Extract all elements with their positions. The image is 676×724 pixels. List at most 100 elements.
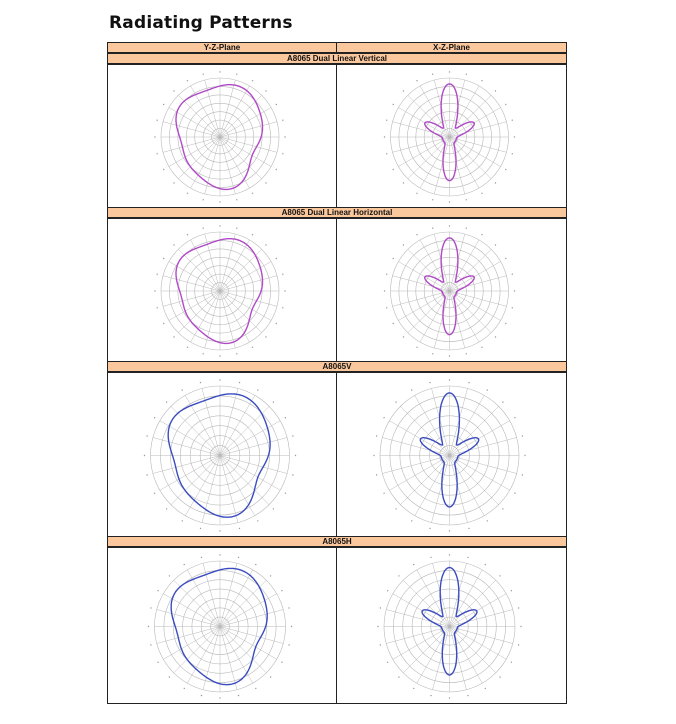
angle-tick xyxy=(282,153,284,155)
yz-plane-plot-a8065h xyxy=(107,547,337,704)
grid-spoke xyxy=(219,107,272,138)
polar-grid xyxy=(147,554,293,699)
section-label-a8065h: A8065H xyxy=(107,536,567,547)
angle-tick xyxy=(219,554,221,556)
angle-tick xyxy=(146,474,148,476)
page-title: Radiating Patterns xyxy=(109,13,293,33)
angle-tick xyxy=(510,661,513,663)
grid-spoke xyxy=(400,455,450,505)
angle-tick xyxy=(238,527,241,530)
grid-spoke xyxy=(219,136,278,153)
yz-pattern-diagram xyxy=(154,225,286,357)
grid-spoke xyxy=(431,455,450,523)
angle-tick xyxy=(147,625,150,628)
grid-spoke xyxy=(219,626,277,660)
grid-spoke xyxy=(449,437,517,456)
grid-spoke xyxy=(170,455,221,505)
grid-spoke xyxy=(219,136,272,167)
angle-tick xyxy=(448,530,451,532)
angle-tick xyxy=(146,435,148,437)
grid-spoke xyxy=(173,580,221,627)
angle-tick xyxy=(265,244,267,246)
grid-spoke xyxy=(219,626,238,690)
grid-spoke xyxy=(219,580,267,627)
grid-spoke xyxy=(162,290,221,307)
grid-spoke xyxy=(162,121,221,138)
angle-tick xyxy=(199,527,202,530)
polar-grid xyxy=(383,71,516,203)
grid-spoke xyxy=(449,290,492,333)
grid-spoke xyxy=(400,406,450,456)
grid-spoke xyxy=(156,609,221,627)
angle-tick xyxy=(150,644,152,646)
grid-spoke xyxy=(392,136,450,153)
angle-tick xyxy=(392,168,394,171)
angle-tick xyxy=(510,590,513,592)
grid-spoke xyxy=(170,406,221,456)
grid-spoke xyxy=(386,626,450,644)
angle-tick xyxy=(481,234,483,236)
angle-tick xyxy=(265,90,267,92)
grid-spoke xyxy=(219,455,288,474)
grid-spoke xyxy=(219,388,239,456)
angle-tick xyxy=(173,244,175,246)
grid-spoke xyxy=(219,626,284,644)
section-label-dual-linear-horizontal: A8065 Dual Linear Horizontal xyxy=(107,207,567,218)
grid-spoke xyxy=(407,95,450,138)
angle-tick xyxy=(150,607,152,609)
grid-spoke xyxy=(219,136,262,179)
grid-spoke xyxy=(219,593,277,627)
angle-tick xyxy=(416,346,418,348)
grid-spoke xyxy=(204,79,221,138)
angle-tick xyxy=(481,80,483,82)
angle-tick xyxy=(448,554,451,556)
angle-tick xyxy=(236,353,238,355)
angle-tick xyxy=(386,273,388,275)
grid-spoke xyxy=(403,580,450,627)
grid-spoke xyxy=(449,290,501,321)
angle-tick xyxy=(502,508,504,510)
angle-tick xyxy=(238,381,241,384)
grid-spoke xyxy=(449,455,499,505)
xz-plane-plot-a8065h xyxy=(336,547,567,704)
grid-spoke xyxy=(433,290,450,349)
angle-tick xyxy=(154,136,156,138)
angle-tick xyxy=(514,492,516,494)
grid-spoke xyxy=(163,626,221,660)
pattern-curve xyxy=(175,84,264,191)
grid-spoke xyxy=(178,290,221,333)
grid-spoke xyxy=(449,136,507,153)
angle-tick xyxy=(465,353,467,355)
angle-tick xyxy=(269,676,272,678)
pattern-curve xyxy=(167,393,271,518)
grid-spoke xyxy=(449,95,492,138)
angle-tick xyxy=(281,661,283,663)
angle-tick xyxy=(524,454,526,457)
angle-tick xyxy=(202,199,204,201)
angle-tick xyxy=(448,201,451,203)
angle-tick xyxy=(386,661,389,663)
xz-plane-plot-a8065v xyxy=(336,372,567,537)
angle-tick xyxy=(202,227,204,229)
grid-spoke xyxy=(201,388,221,456)
angle-tick xyxy=(281,590,283,592)
grid-spoke xyxy=(382,437,450,456)
angle-tick xyxy=(392,322,394,325)
grid-spoke xyxy=(449,136,466,195)
angle-tick xyxy=(432,353,434,355)
grid-spoke xyxy=(219,609,284,627)
angle-tick xyxy=(272,401,275,403)
xz-pattern-diagram xyxy=(383,225,516,357)
angle-tick xyxy=(511,273,513,275)
grid-spoke xyxy=(392,626,450,660)
grid-spoke xyxy=(219,569,254,627)
pattern-curve xyxy=(423,83,476,182)
grid-spoke xyxy=(392,121,450,138)
grid-spoke xyxy=(433,233,450,292)
angle-tick xyxy=(432,227,434,229)
angle-tick xyxy=(165,401,168,403)
angle-tick xyxy=(156,119,158,121)
grid-spoke xyxy=(449,626,513,644)
angle-tick xyxy=(386,119,388,121)
angle-tick xyxy=(290,625,293,628)
